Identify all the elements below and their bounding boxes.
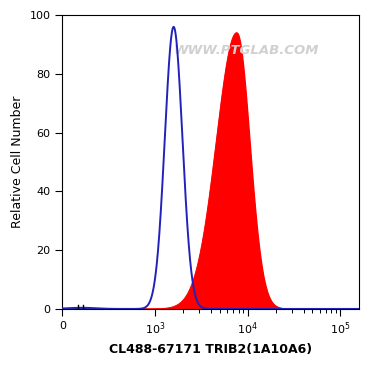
Text: WWW.PTGLAB.COM: WWW.PTGLAB.COM [174, 44, 319, 57]
Y-axis label: Relative Cell Number: Relative Cell Number [11, 96, 24, 228]
X-axis label: CL488-67171 TRIB2(1A10A6): CL488-67171 TRIB2(1A10A6) [109, 343, 312, 356]
